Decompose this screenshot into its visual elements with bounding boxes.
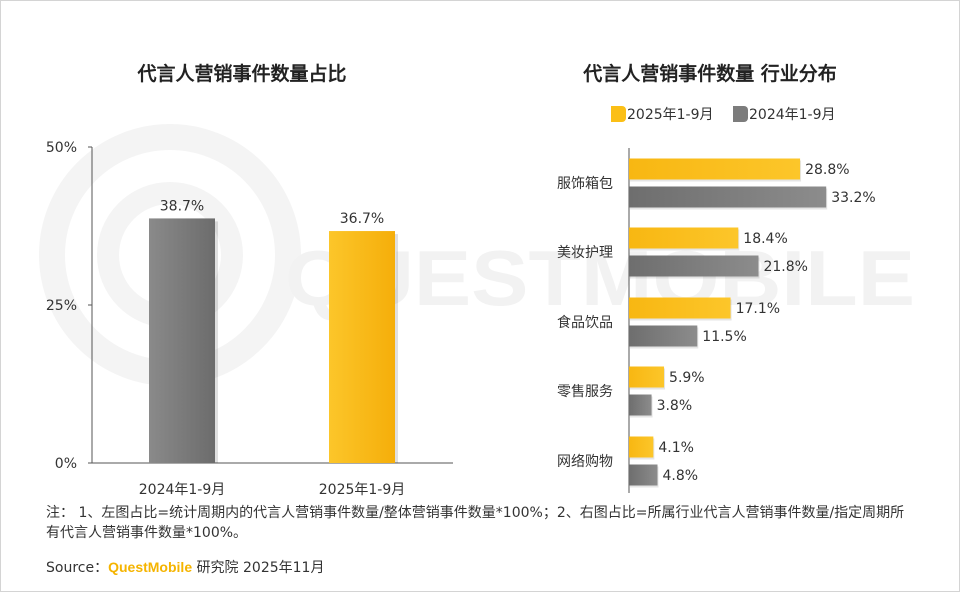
legend-label-2024: 2024年1-9月 [749,107,836,123]
y-tick-label: 50% [46,140,77,156]
hbar-value-label: 4.1% [658,440,694,456]
hbar [629,297,731,319]
category-label: 零售服务 [557,384,613,400]
left-chart: 代言人营销事件数量占比 0% 25% 50% 38.7% 2024年1-9月 36.7%… [46,62,453,498]
source-prefix: Source： [46,560,109,576]
legend-item-2024: 2024年1-9月 [733,106,836,123]
hbar [629,158,801,180]
hbar [629,325,698,347]
category-label: 美妆护理 [557,245,613,261]
legend-label-2025: 2025年1-9月 [627,107,714,123]
hbar [629,186,827,208]
hbar-value-label: 4.8% [663,468,699,484]
hbar-value-label: 11.5% [702,329,746,345]
hbar-value-label: 18.4% [743,231,787,247]
x-tick-label: 2025年1-9月 [319,482,406,498]
bar-value-label: 38.7% [160,198,204,214]
hbar-value-label: 21.8% [763,259,807,275]
footnote: 注： 1、左图占比=统计周期内的代言人营销事件数量/整体营销事件数量*100%；… [46,505,905,541]
hbar-value-label: 28.8% [805,162,849,178]
source-suffix: 研究院 2025年11月 [192,560,325,576]
hbar-value-label: 33.2% [831,190,875,206]
legend-swatch-2025 [611,106,626,122]
hbar-value-label: 3.8% [657,398,693,414]
bar [149,218,215,463]
legend-swatch-2024 [733,106,748,122]
hbar [629,436,654,458]
right-chart-title: 代言人营销事件数量 行业分布 [582,62,837,85]
legend-item-2025: 2025年1-9月 [611,106,714,123]
left-chart-title: 代言人营销事件数量占比 [136,62,346,85]
hbar-value-label: 5.9% [669,370,705,386]
bar-value-label: 36.7% [340,211,384,227]
y-tick-label: 25% [46,298,77,314]
y-tick-label: 0% [55,456,77,472]
category-label: 网络购物 [557,454,613,470]
source-brand: QuestMobile [108,559,193,575]
hbar [629,464,658,486]
category-label: 食品饮品 [557,314,613,331]
category-label: 服饰箱包 [557,176,613,192]
hbar-value-label: 17.1% [736,301,780,317]
hbar [629,227,739,249]
source-line: Source：QuestMobile 研究院 2025年11月 [46,557,324,577]
hbar [629,255,759,277]
bar [329,231,395,463]
legend: 2025年1-9月 2024年1-9月 [611,106,836,123]
x-tick-label: 2024年1-9月 [139,482,226,498]
right-chart: 代言人营销事件数量 行业分布 2025年1-9月 2024年1-9月 服饰箱包 2… [557,62,876,493]
hbar [629,366,665,388]
hbar [629,394,652,416]
